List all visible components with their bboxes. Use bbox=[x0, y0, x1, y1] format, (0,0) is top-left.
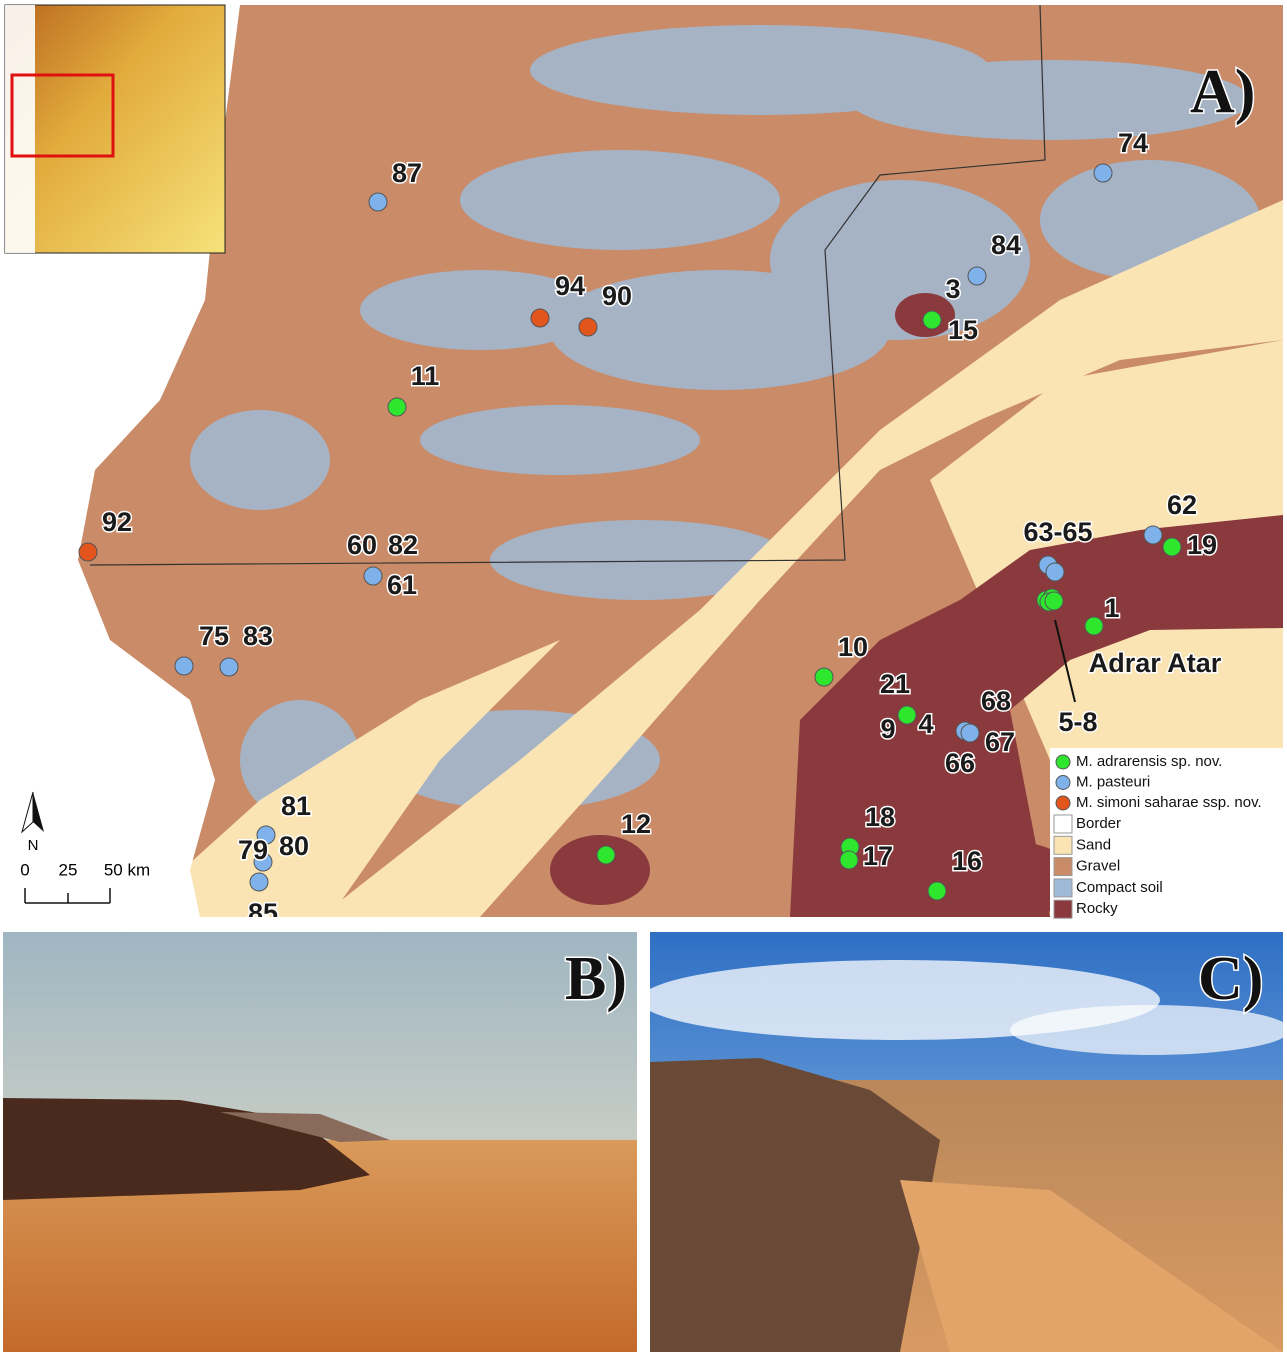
legend-label: Rocky bbox=[1076, 900, 1118, 917]
site-label: 16 bbox=[952, 846, 982, 876]
site-label: 4 bbox=[918, 709, 933, 739]
site-point bbox=[968, 267, 986, 285]
north-label: N bbox=[28, 837, 39, 854]
site-label: 1 bbox=[1104, 593, 1119, 623]
site-label: 60 bbox=[347, 530, 377, 560]
site-point bbox=[1144, 526, 1162, 544]
figure: 8794907484315119260826163-65621917583102… bbox=[0, 0, 1287, 1354]
legend-label: Sand bbox=[1076, 836, 1111, 853]
site-point bbox=[1045, 592, 1063, 610]
legend-label: Border bbox=[1076, 815, 1121, 832]
site-point bbox=[220, 658, 238, 676]
legend-label: Compact soil bbox=[1076, 879, 1163, 896]
site-label: 87 bbox=[392, 158, 422, 188]
site-point bbox=[1046, 563, 1064, 581]
site-label: 75 bbox=[199, 621, 229, 651]
site-label: 61 bbox=[387, 570, 417, 600]
site-point bbox=[364, 567, 382, 585]
site-label: 84 bbox=[991, 230, 1021, 260]
site-point bbox=[388, 398, 406, 416]
site-point bbox=[175, 657, 193, 675]
site-label: 82 bbox=[388, 530, 418, 560]
site-label: 68 bbox=[981, 686, 1011, 716]
site-label: 80 bbox=[279, 831, 309, 861]
site-label: 66 bbox=[945, 748, 975, 778]
legend-swatch bbox=[1054, 858, 1072, 876]
site-label: 90 bbox=[602, 281, 632, 311]
legend-label: M. pasteuri bbox=[1076, 773, 1150, 790]
inset-map bbox=[5, 5, 225, 253]
site-label: 18 bbox=[865, 802, 895, 832]
site-label: 17 bbox=[863, 841, 893, 871]
scale-label: 50 km bbox=[104, 860, 150, 879]
panel-label: C) bbox=[1198, 945, 1263, 1013]
site-point bbox=[369, 193, 387, 211]
site-point bbox=[815, 668, 833, 686]
site-label: 85 bbox=[248, 898, 278, 928]
photo-b: B) bbox=[3, 932, 637, 1352]
site-label: 67 bbox=[985, 727, 1015, 757]
legend-label: M. simoni saharae ssp. nov. bbox=[1076, 794, 1262, 811]
site-label: 11 bbox=[411, 361, 440, 391]
site-label: 15 bbox=[948, 315, 978, 345]
site-label: 63-65 bbox=[1023, 517, 1092, 547]
site-label: 83 bbox=[243, 621, 273, 651]
site-point bbox=[840, 851, 858, 869]
site-point bbox=[579, 318, 597, 336]
legend-label: Gravel bbox=[1076, 858, 1120, 875]
site-point bbox=[923, 311, 941, 329]
legend-marker bbox=[1056, 796, 1070, 810]
site-label: 92 bbox=[102, 507, 132, 537]
site-point bbox=[79, 543, 97, 561]
site-point bbox=[1094, 164, 1112, 182]
site-label: 81 bbox=[281, 791, 311, 821]
place-label: Adrar Atar bbox=[1089, 648, 1222, 678]
legend-swatch bbox=[1054, 815, 1072, 833]
legend-marker bbox=[1056, 776, 1070, 790]
site-point bbox=[250, 873, 268, 891]
site-label: 62 bbox=[1167, 490, 1197, 520]
site-label: 9 bbox=[880, 714, 895, 744]
site-label: 21 bbox=[880, 669, 910, 699]
scale-label: 0 bbox=[20, 860, 29, 879]
site-label: 12 bbox=[621, 809, 651, 839]
site-point bbox=[1163, 538, 1181, 556]
legend-label: M. adrarensis sp. nov. bbox=[1076, 753, 1222, 770]
scale-label: 25 bbox=[59, 860, 78, 879]
site-label: 5-8 bbox=[1058, 707, 1097, 737]
legend-swatch bbox=[1054, 836, 1072, 854]
panel-label: A) bbox=[1190, 58, 1255, 126]
site-point bbox=[898, 706, 916, 724]
site-point bbox=[531, 309, 549, 327]
site-label: 94 bbox=[555, 271, 585, 301]
site-point bbox=[1085, 617, 1103, 635]
site-label: 74 bbox=[1118, 128, 1148, 158]
site-label: 10 bbox=[838, 632, 868, 662]
photo-c: C) bbox=[640, 932, 1287, 1352]
legend-marker bbox=[1056, 755, 1070, 769]
site-label: 19 bbox=[1187, 530, 1217, 560]
site-label: 3 bbox=[945, 274, 960, 304]
site-point bbox=[597, 846, 615, 864]
legend-swatch bbox=[1054, 900, 1072, 918]
site-label: 79 bbox=[238, 835, 268, 865]
legend-swatch bbox=[1054, 879, 1072, 897]
site-point bbox=[961, 724, 979, 742]
site-point bbox=[928, 882, 946, 900]
panel-label: B) bbox=[565, 945, 627, 1013]
